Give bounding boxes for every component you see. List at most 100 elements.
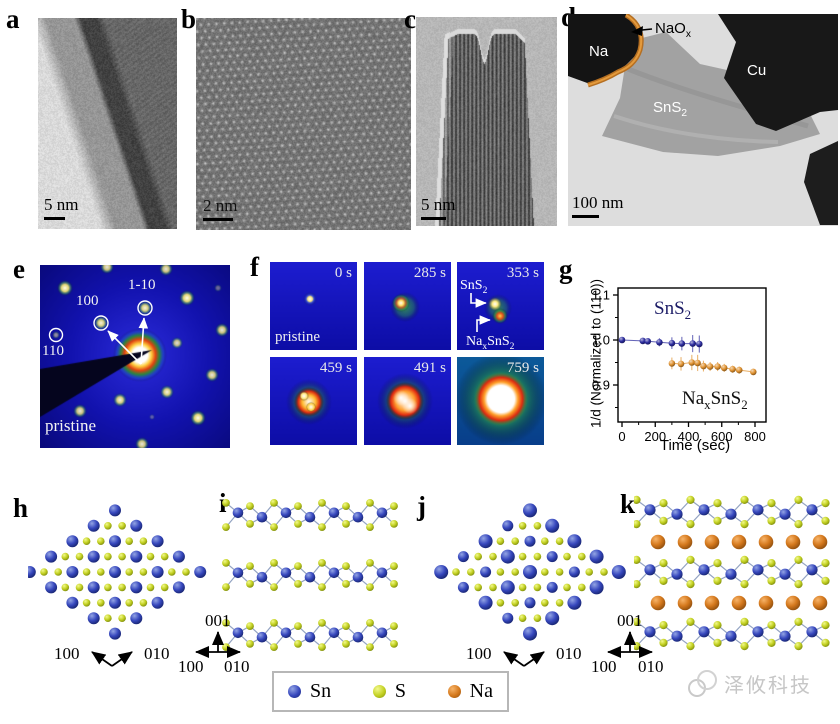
s-atom [634,580,641,589]
series-NaxSnS2 [668,354,757,376]
s-atom [118,614,126,622]
s-atom [75,552,84,561]
sn-atom [130,519,143,532]
sn-atom [671,508,683,520]
s-atom [390,640,398,648]
data-point [729,365,736,373]
sn-atom [546,581,558,593]
data-point [668,360,676,367]
panel-j-axis-010: 010 [556,644,582,663]
na-atom [650,595,666,611]
s-atom [246,502,254,510]
panel-j-letter: j [417,491,426,521]
sn-atom [130,612,143,625]
s-atom [740,495,749,504]
panel-e-letter: e [13,254,25,284]
s-atom [634,520,641,529]
nax-p1: Na [466,334,483,349]
sn-atom [671,630,683,642]
axis-arrow-100 [91,651,113,667]
s-atom [740,520,749,529]
s-atom [713,638,722,647]
sn-atom [546,551,558,563]
data-point [720,364,728,372]
panel-c-scalebar-text: 5 nm [421,195,456,214]
data-point [668,339,676,347]
s-atom [713,576,722,585]
s-atom [318,499,326,507]
s-atom [686,642,695,651]
s-atom [366,559,374,567]
s-atom [585,568,593,576]
tile-naxsns2-label: NaxSnS2 [466,335,514,352]
panel-f-tile-285s: 285 s [364,262,451,350]
s-atom [270,643,278,651]
sn-atom [502,520,514,532]
s-atom [821,621,830,630]
tile-time-759s: 759 s [506,360,539,376]
data-point [750,368,757,376]
s-atom [294,622,302,630]
s-atom [246,640,254,648]
panel-d-tem-image [568,14,838,226]
atom-lattice [28,504,207,640]
watermark-text: 泽攸科技 [724,674,812,697]
nax-s2: 2 [509,341,515,352]
sn-atom [545,611,560,626]
sn-atom [109,535,121,548]
s-atom [794,555,803,564]
sn-atom [644,564,656,576]
tile-353s-arrows [470,293,491,332]
watermark-logo-icon [688,670,717,697]
watermark: 泽攸科技 [686,666,812,700]
tile-image-759s [457,357,544,445]
s-atom [821,576,830,585]
s-atom [246,562,254,570]
sn-atom [352,631,364,643]
na-atom [731,534,747,550]
data-point [644,338,652,345]
s-atom [97,537,105,545]
s-atom [182,568,190,576]
s-atom [767,559,776,568]
sn-atom [172,581,185,594]
s-atom [342,520,350,528]
sn-atom [151,535,164,548]
s-atom [740,580,749,589]
s-atom [713,621,722,630]
s-atom [740,555,749,564]
panel-b-letter: b [181,4,197,34]
s-atom [686,555,695,564]
s-atom [222,523,230,531]
s-atom [246,520,254,528]
axis-arrow-100 [503,651,525,667]
sn-atom [545,518,560,533]
s-atom [659,499,668,508]
panel-k-structure-sideview [634,495,830,651]
s-atom [270,499,278,507]
panel-f-letter: f [250,252,259,282]
tile-time-459s: 459 s [319,360,352,376]
s-atom [294,562,302,570]
s-atom [97,568,105,576]
s-atom [511,537,519,545]
s-atom [821,516,830,525]
na-atom [785,595,801,611]
s-atom [125,537,133,545]
s-atom [511,599,519,607]
s-atom [40,568,48,576]
tile-caption-pristine: pristine [275,329,320,345]
s-atom [146,552,155,561]
spot-circle-1-10 [137,300,153,316]
sn-atom [328,567,340,579]
s-atom [600,568,608,576]
s-atom [390,562,398,570]
nax-s2: 2 [741,396,748,412]
s-atom [318,559,326,567]
s-atom [75,583,84,592]
s-atom [541,599,549,607]
panel-f-tile-459s: 459 s [270,357,357,445]
panel-g-letter: g [559,254,573,284]
s-atom [740,617,749,626]
s-atom [578,583,586,592]
